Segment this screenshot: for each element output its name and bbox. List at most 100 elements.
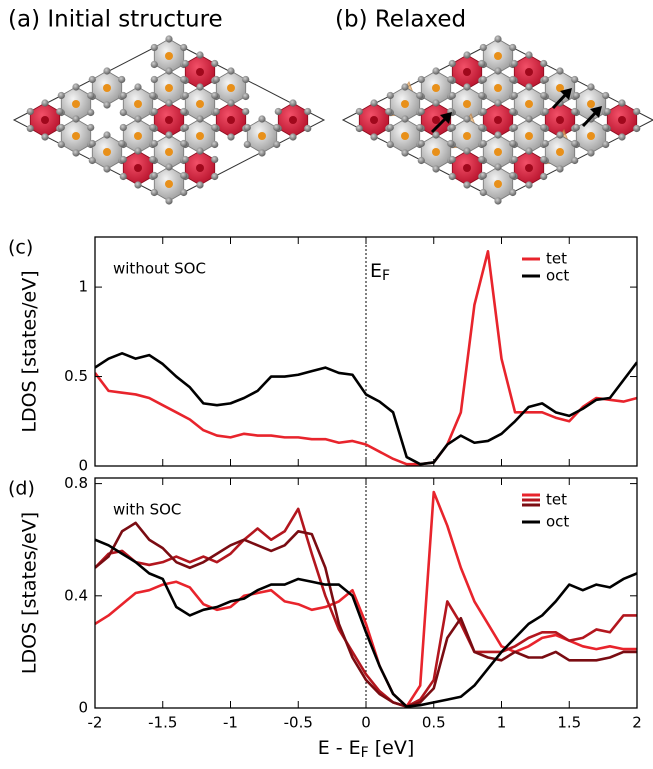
ligand-atom [387, 124, 394, 131]
ligand-atom [511, 156, 518, 163]
ligand-atom [525, 51, 532, 58]
ligand-atom [89, 76, 96, 83]
ligand-atom [72, 83, 79, 90]
center-atom [432, 116, 440, 124]
x-label-sub: F [361, 745, 369, 761]
ligand-atom [478, 92, 485, 99]
chart: 00.51(c)without SOCLDOS [states/eV]EFtet… [8, 237, 637, 475]
ligand-atom [180, 44, 187, 51]
ligand-atom [385, 108, 392, 115]
ligand-atom [509, 189, 516, 196]
ligand-atom [273, 141, 280, 148]
center-atom [587, 100, 595, 108]
center-atom [165, 84, 173, 92]
ligand-atom [182, 124, 189, 131]
legend-label: oct [546, 513, 569, 531]
ligand-atom [120, 92, 127, 99]
center-atom [556, 116, 564, 124]
ligand-atom [196, 147, 203, 154]
ligand-atom [480, 140, 487, 147]
ligand-atom [478, 60, 485, 67]
ligand-atom [58, 141, 65, 148]
center-atom [618, 116, 626, 124]
ligand-atom [463, 147, 470, 154]
ligand-atom [196, 51, 203, 58]
ligand-atom [120, 156, 127, 163]
ligand-atom [602, 124, 609, 131]
x-tick-label: -1 [223, 714, 238, 732]
ligand-atom [525, 115, 532, 122]
ligand-atom [356, 108, 363, 115]
center-atom [134, 100, 142, 108]
center-atom [463, 68, 471, 76]
center-atom [525, 164, 533, 172]
ligand-atom [151, 61, 158, 68]
center-atom [134, 164, 142, 172]
ligand-atom [56, 108, 63, 115]
fermi-label-sub: F [382, 268, 390, 284]
legend-label: oct [546, 267, 569, 285]
ligand-atom [571, 140, 578, 147]
ligand-atom [478, 156, 485, 163]
x-tick-label: 0.5 [422, 714, 446, 732]
ligand-atom [211, 124, 218, 131]
ligand-atom [432, 67, 439, 74]
x-label-main: E - E [318, 737, 361, 759]
center-atom [463, 164, 471, 172]
ligand-atom [244, 141, 251, 148]
ligand-atom [401, 83, 408, 90]
center-atom [525, 100, 533, 108]
ligand-atom [542, 76, 549, 83]
ligand-atom [602, 141, 609, 148]
structure-label: (a) Initial structure [8, 7, 223, 33]
ligand-atom [275, 108, 282, 115]
center-atom [72, 100, 80, 108]
ligand-atom [618, 99, 625, 106]
ligand-atom [196, 115, 203, 122]
ligand-atom [103, 67, 110, 74]
legend-label: tet [546, 491, 567, 509]
ligand-atom [511, 124, 518, 131]
ligand-atom [525, 147, 532, 154]
y-tick-label: 0.4 [64, 586, 88, 604]
ligand-atom [72, 149, 79, 156]
ligand-atom [120, 124, 127, 131]
ligand-atom [182, 92, 189, 99]
ligand-atom [463, 83, 470, 90]
ligand-atom [418, 140, 425, 147]
ligand-atom [165, 99, 172, 106]
center-atom [556, 148, 564, 156]
ligand-atom [480, 108, 487, 115]
ligand-atom [556, 165, 563, 172]
ligand-atom [151, 140, 158, 147]
ligand-atom [571, 108, 578, 115]
ligand-atom [478, 124, 485, 131]
ligand-atom [573, 124, 580, 131]
center-atom [587, 132, 595, 140]
ligand-atom [509, 44, 516, 51]
ligand-atom [509, 140, 516, 147]
y-tick-label: 0.8 [64, 474, 88, 492]
center-atom [196, 132, 204, 140]
y-tick-label: 1 [78, 278, 88, 296]
ligand-atom [118, 76, 125, 83]
ligand-atom [418, 76, 425, 83]
ligand-atom [587, 83, 594, 90]
ligand-atom [180, 140, 187, 147]
center-atom [289, 116, 297, 124]
y-axis-label: LDOS [states/eV] [19, 512, 41, 674]
center-atom [196, 100, 204, 108]
ligand-atom [227, 67, 234, 74]
ligand-atom [401, 149, 408, 156]
y-tick-label: 0.5 [64, 367, 88, 385]
ligand-atom [511, 60, 518, 67]
ligand-atom [134, 83, 141, 90]
ligand-atom [556, 67, 563, 74]
fermi-label-main: E [370, 260, 382, 282]
ligand-atom [182, 156, 189, 163]
center-atom [227, 84, 235, 92]
ligand-atom [494, 163, 501, 170]
ligand-atom [447, 140, 454, 147]
ligand-atom [418, 108, 425, 115]
ligand-atom [120, 109, 127, 116]
